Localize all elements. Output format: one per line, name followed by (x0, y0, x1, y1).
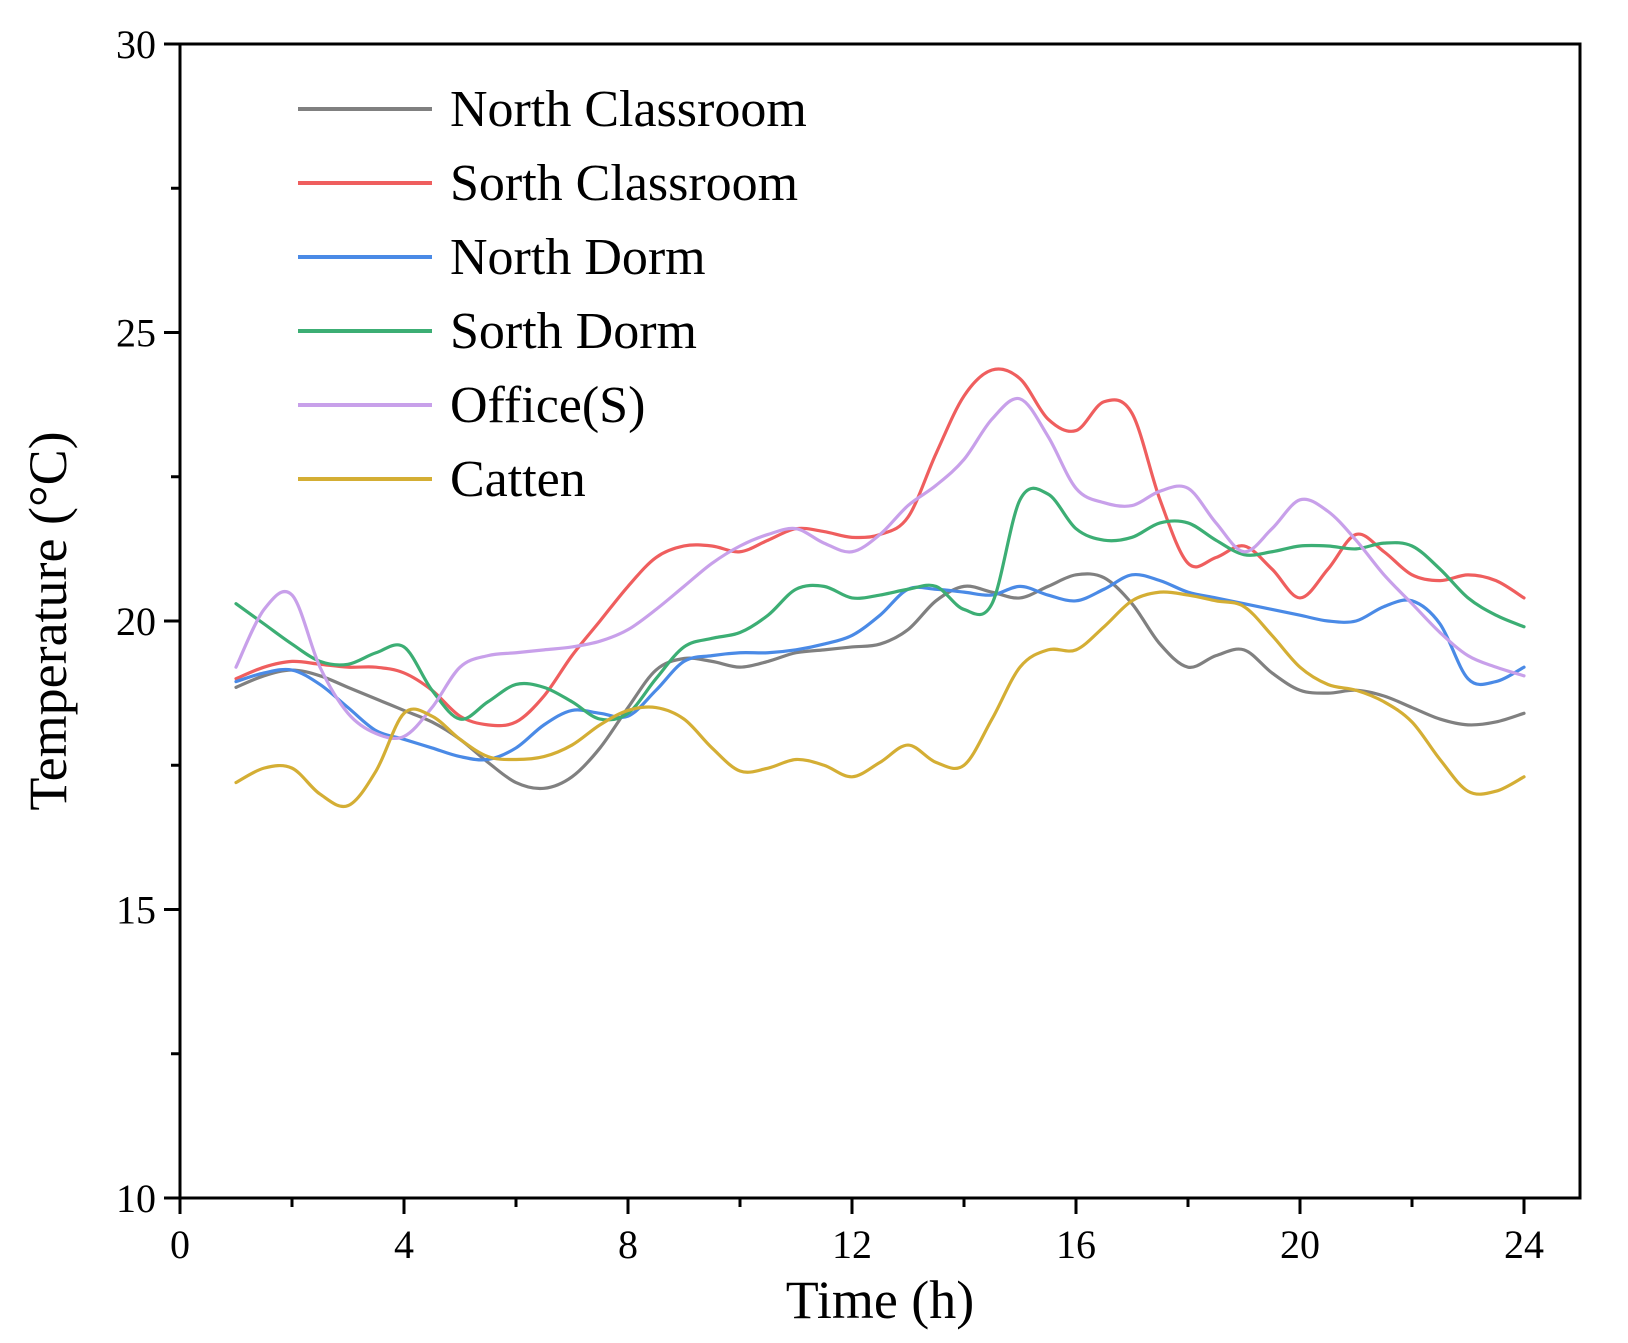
x-tick-label: 12 (832, 1222, 872, 1267)
y-axis-title: Temperature (°C) (18, 431, 78, 810)
series-line-sorth-dorm (234, 486, 1526, 722)
x-tick-label: 0 (170, 1222, 190, 1267)
x-tick-label: 16 (1056, 1222, 1096, 1267)
x-tick-label: 24 (1504, 1222, 1544, 1267)
series-line-sorth-classroom (234, 367, 1526, 728)
y-tick-label: 15 (116, 888, 156, 933)
legend-label: Sorth Classroom (450, 155, 798, 212)
x-tick-label: 20 (1280, 1222, 1320, 1267)
x-axis-title: Time (h) (786, 1270, 975, 1330)
y-tick-label: 10 (116, 1176, 156, 1221)
x-tick-label: 8 (618, 1222, 638, 1267)
x-tick-label: 4 (394, 1222, 414, 1267)
legend-label: Sorth Dorm (450, 303, 697, 360)
legend-item-sorth-dorm: Sorth Dorm (298, 303, 697, 360)
legend-item-north-classroom: North Classroom (298, 81, 807, 138)
legend-item-office-s: Office(S) (298, 377, 645, 434)
legend-label: North Dorm (450, 229, 706, 286)
y-tick-label: 20 (116, 599, 156, 644)
series-line-north-dorm (234, 572, 1526, 762)
legend-label: North Classroom (450, 81, 807, 138)
legend: North Classroom Sorth Classroom North Dorm… (298, 81, 807, 508)
legend-label: Catten (450, 451, 586, 508)
legend-label: Office(S) (450, 377, 645, 434)
x-axis: 0 4 8 12 16 20 24 (170, 1198, 1544, 1267)
y-tick-label: 30 (116, 22, 156, 67)
legend-item-sorth-classroom: Sorth Classroom (298, 155, 798, 212)
series-layer (234, 367, 1526, 809)
y-tick-label: 25 (116, 311, 156, 356)
legend-item-catten: Catten (298, 451, 586, 508)
legend-item-north-dorm: North Dorm (298, 229, 706, 286)
series-line-catten (234, 590, 1526, 809)
series-line-office-s (234, 396, 1526, 741)
y-axis: 10 15 20 25 30 (116, 22, 180, 1221)
